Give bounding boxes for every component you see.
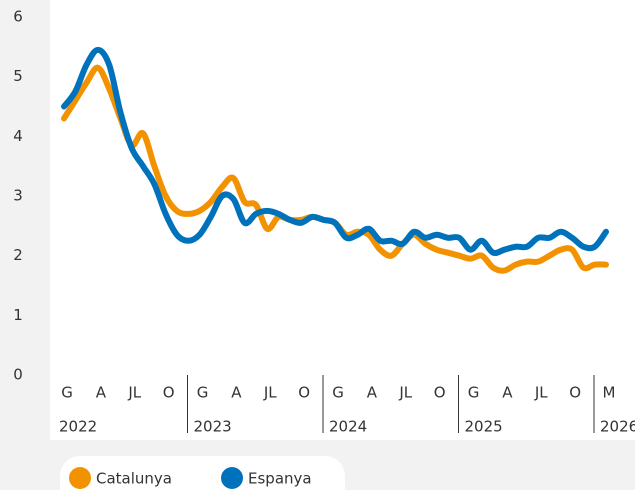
- series-line: [61, 46, 609, 257]
- x-tick-label: A: [502, 384, 513, 402]
- x-tick-label: A: [367, 384, 378, 402]
- x-tick-label: G: [197, 384, 209, 402]
- x-tick-label: G: [332, 384, 344, 402]
- year-label: 2024: [329, 418, 367, 436]
- year-label: 2023: [194, 418, 232, 436]
- legend-swatch: [221, 467, 243, 489]
- x-tick-label: A: [96, 384, 107, 402]
- x-tick-label: M: [603, 384, 616, 402]
- x-tick-label: A: [231, 384, 242, 402]
- x-tick-label: JL: [127, 384, 141, 402]
- x-tick-label: JL: [534, 384, 548, 402]
- y-tick-label: 3: [13, 187, 23, 205]
- legend-label: Espanya: [248, 470, 312, 488]
- y-tick-label: 2: [13, 246, 23, 264]
- legend-label: Catalunya: [96, 470, 172, 488]
- x-tick-label: JL: [398, 384, 412, 402]
- y-tick-label: 5: [13, 67, 23, 85]
- year-label: 2025: [465, 418, 503, 436]
- legend-swatch: [69, 467, 91, 489]
- x-tick-label: JL: [263, 384, 277, 402]
- year-label: 2022: [59, 418, 97, 436]
- y-tick-label: 6: [13, 8, 23, 26]
- x-tick-label: G: [468, 384, 480, 402]
- x-tick-label: G: [61, 384, 73, 402]
- y-tick-label: 4: [13, 127, 23, 145]
- year-label: 2026: [600, 418, 635, 436]
- x-tick-label: O: [569, 384, 581, 402]
- x-tick-label: O: [434, 384, 446, 402]
- y-tick-label: 0: [13, 366, 23, 384]
- x-tick-label: O: [298, 384, 310, 402]
- legend-box: [60, 456, 345, 490]
- y-tick-label: 1: [13, 306, 23, 324]
- x-tick-label: O: [163, 384, 175, 402]
- plot-panel: [50, 0, 635, 440]
